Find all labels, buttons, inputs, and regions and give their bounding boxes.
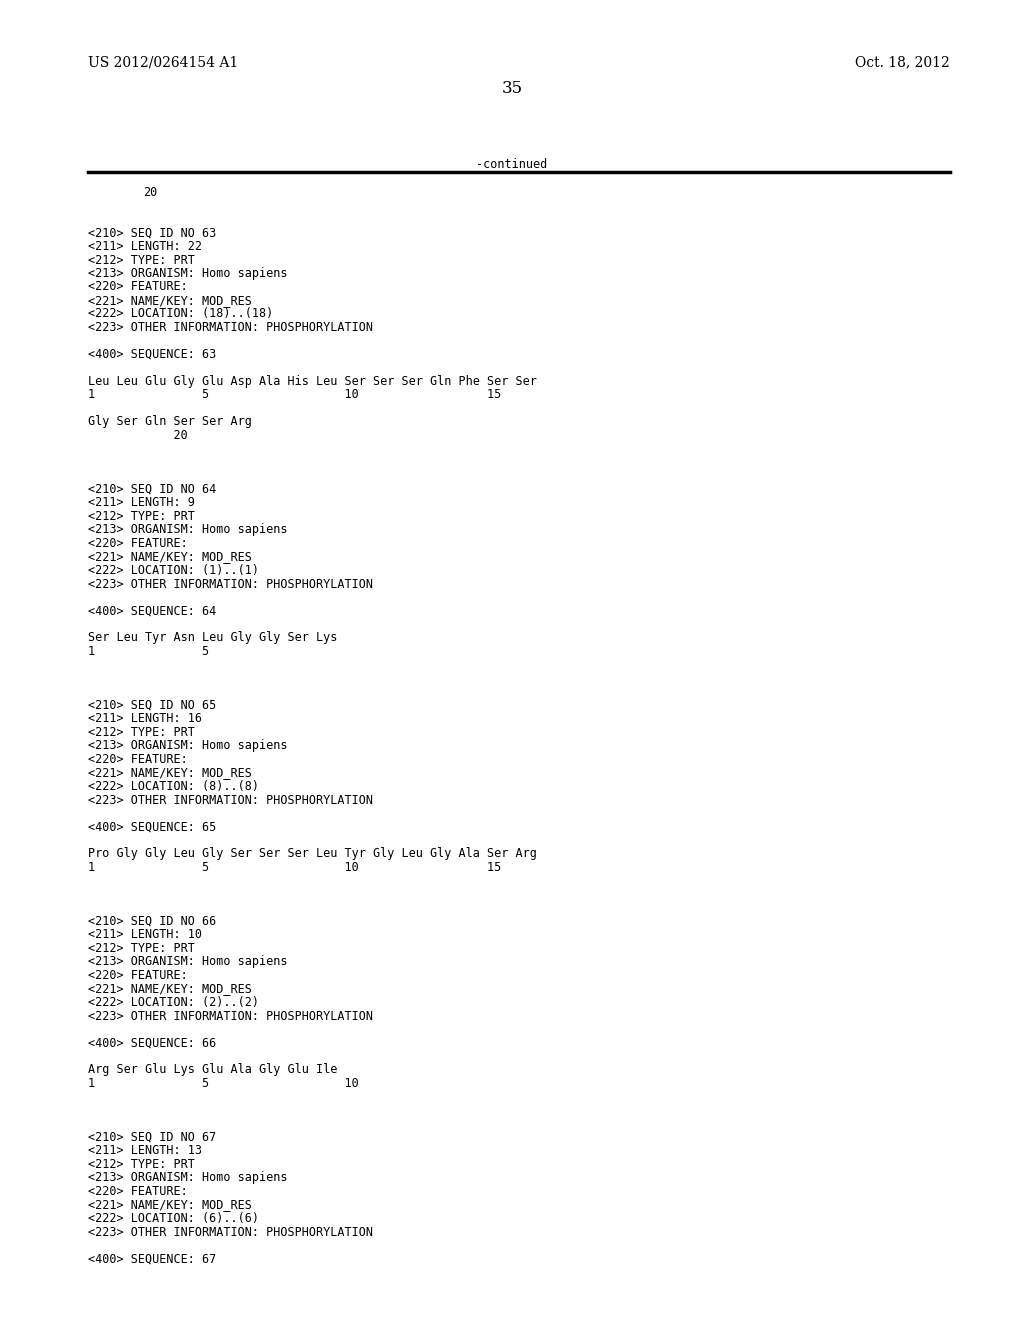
Text: <222> LOCATION: (1)..(1): <222> LOCATION: (1)..(1) [88,564,259,577]
Text: <400> SEQUENCE: 64: <400> SEQUENCE: 64 [88,605,216,618]
Text: Oct. 18, 2012: Oct. 18, 2012 [855,55,950,69]
Text: <221> NAME/KEY: MOD_RES: <221> NAME/KEY: MOD_RES [88,294,252,308]
Text: 1               5                   10                  15: 1 5 10 15 [88,861,502,874]
Text: 1               5                   10: 1 5 10 [88,1077,358,1090]
Text: <223> OTHER INFORMATION: PHOSPHORYLATION: <223> OTHER INFORMATION: PHOSPHORYLATION [88,1225,373,1238]
Text: <211> LENGTH: 16: <211> LENGTH: 16 [88,713,202,726]
Text: <220> FEATURE:: <220> FEATURE: [88,752,187,766]
Text: <221> NAME/KEY: MOD_RES: <221> NAME/KEY: MOD_RES [88,550,252,564]
Text: <212> TYPE: PRT: <212> TYPE: PRT [88,942,195,954]
Text: <211> LENGTH: 13: <211> LENGTH: 13 [88,1144,202,1158]
Text: <210> SEQ ID NO 64: <210> SEQ ID NO 64 [88,483,216,496]
Text: <210> SEQ ID NO 67: <210> SEQ ID NO 67 [88,1131,216,1144]
Text: US 2012/0264154 A1: US 2012/0264154 A1 [88,55,239,69]
Text: 20: 20 [88,429,187,442]
Text: <222> LOCATION: (2)..(2): <222> LOCATION: (2)..(2) [88,997,259,1008]
Text: <212> TYPE: PRT: <212> TYPE: PRT [88,726,195,739]
Text: 20: 20 [143,186,158,199]
Text: <222> LOCATION: (6)..(6): <222> LOCATION: (6)..(6) [88,1212,259,1225]
Text: <211> LENGTH: 22: <211> LENGTH: 22 [88,240,202,253]
Text: Pro Gly Gly Leu Gly Ser Ser Ser Leu Tyr Gly Leu Gly Ala Ser Arg: Pro Gly Gly Leu Gly Ser Ser Ser Leu Tyr … [88,847,537,861]
Text: <223> OTHER INFORMATION: PHOSPHORYLATION: <223> OTHER INFORMATION: PHOSPHORYLATION [88,793,373,807]
Text: <213> ORGANISM: Homo sapiens: <213> ORGANISM: Homo sapiens [88,524,288,536]
Text: Leu Leu Glu Gly Glu Asp Ala His Leu Ser Ser Ser Gln Phe Ser Ser: Leu Leu Glu Gly Glu Asp Ala His Leu Ser … [88,375,537,388]
Text: -continued: -continued [476,158,548,172]
Text: <213> ORGANISM: Homo sapiens: <213> ORGANISM: Homo sapiens [88,267,288,280]
Text: <400> SEQUENCE: 65: <400> SEQUENCE: 65 [88,821,216,833]
Text: <223> OTHER INFORMATION: PHOSPHORYLATION: <223> OTHER INFORMATION: PHOSPHORYLATION [88,321,373,334]
Text: Arg Ser Glu Lys Glu Ala Gly Glu Ile: Arg Ser Glu Lys Glu Ala Gly Glu Ile [88,1064,337,1077]
Text: <221> NAME/KEY: MOD_RES: <221> NAME/KEY: MOD_RES [88,1199,252,1212]
Text: <213> ORGANISM: Homo sapiens: <213> ORGANISM: Homo sapiens [88,739,288,752]
Text: <213> ORGANISM: Homo sapiens: <213> ORGANISM: Homo sapiens [88,1172,288,1184]
Text: 1               5                   10                  15: 1 5 10 15 [88,388,502,401]
Text: <223> OTHER INFORMATION: PHOSPHORYLATION: <223> OTHER INFORMATION: PHOSPHORYLATION [88,578,373,590]
Text: Ser Leu Tyr Asn Leu Gly Gly Ser Lys: Ser Leu Tyr Asn Leu Gly Gly Ser Lys [88,631,337,644]
Text: <220> FEATURE:: <220> FEATURE: [88,1185,187,1199]
Text: <211> LENGTH: 10: <211> LENGTH: 10 [88,928,202,941]
Text: Gly Ser Gln Ser Ser Arg: Gly Ser Gln Ser Ser Arg [88,416,252,429]
Text: <212> TYPE: PRT: <212> TYPE: PRT [88,253,195,267]
Text: <210> SEQ ID NO 66: <210> SEQ ID NO 66 [88,915,216,928]
Text: <221> NAME/KEY: MOD_RES: <221> NAME/KEY: MOD_RES [88,767,252,780]
Text: <221> NAME/KEY: MOD_RES: <221> NAME/KEY: MOD_RES [88,982,252,995]
Text: <222> LOCATION: (18)..(18): <222> LOCATION: (18)..(18) [88,308,273,321]
Text: 1               5: 1 5 [88,645,209,657]
Text: <213> ORGANISM: Homo sapiens: <213> ORGANISM: Homo sapiens [88,956,288,969]
Text: <210> SEQ ID NO 63: <210> SEQ ID NO 63 [88,227,216,239]
Text: <212> TYPE: PRT: <212> TYPE: PRT [88,1158,195,1171]
Text: <222> LOCATION: (8)..(8): <222> LOCATION: (8)..(8) [88,780,259,793]
Text: <223> OTHER INFORMATION: PHOSPHORYLATION: <223> OTHER INFORMATION: PHOSPHORYLATION [88,1010,373,1023]
Text: <220> FEATURE:: <220> FEATURE: [88,537,187,550]
Text: <212> TYPE: PRT: <212> TYPE: PRT [88,510,195,523]
Text: <400> SEQUENCE: 63: <400> SEQUENCE: 63 [88,348,216,360]
Text: <400> SEQUENCE: 67: <400> SEQUENCE: 67 [88,1253,216,1266]
Text: <210> SEQ ID NO 65: <210> SEQ ID NO 65 [88,700,216,711]
Text: <220> FEATURE:: <220> FEATURE: [88,281,187,293]
Text: <400> SEQUENCE: 66: <400> SEQUENCE: 66 [88,1036,216,1049]
Text: 35: 35 [502,81,522,96]
Text: <211> LENGTH: 9: <211> LENGTH: 9 [88,496,195,510]
Text: <220> FEATURE:: <220> FEATURE: [88,969,187,982]
